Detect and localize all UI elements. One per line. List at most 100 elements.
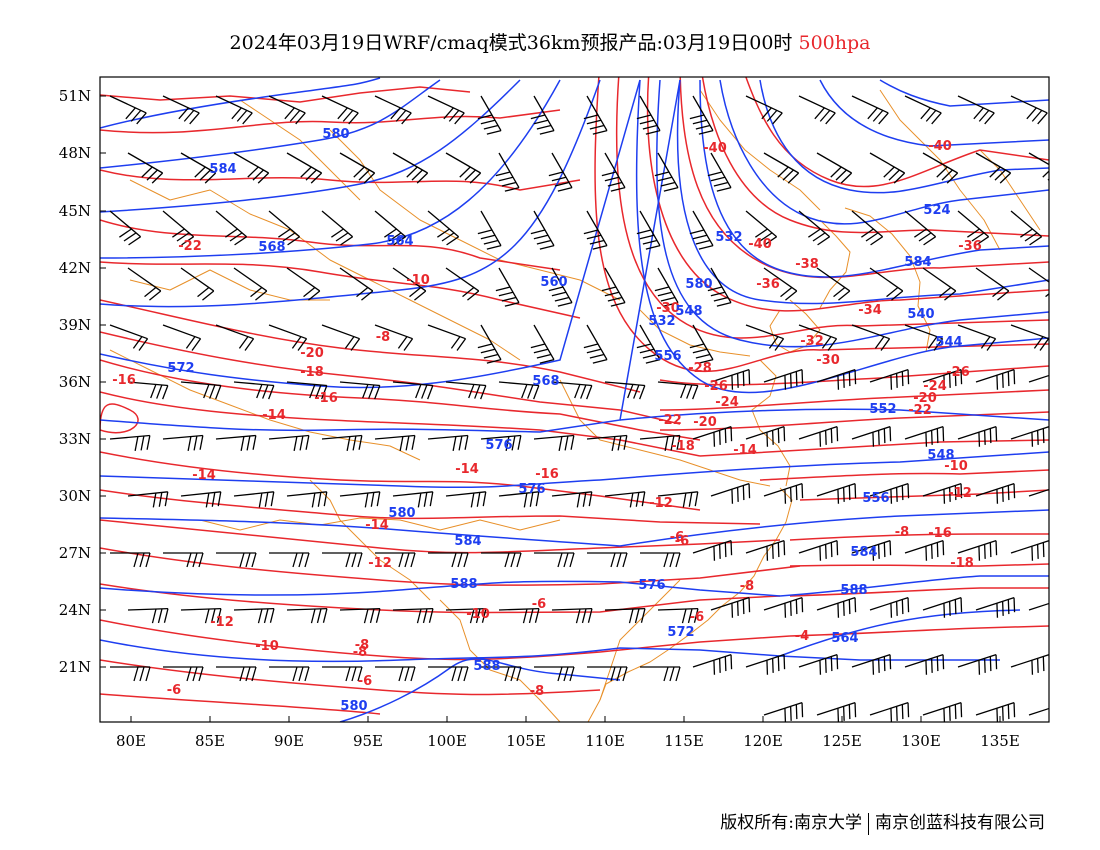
wind-barb bbox=[851, 210, 884, 246]
lat-label: 30N bbox=[58, 487, 91, 505]
axis-ticks bbox=[100, 95, 1001, 722]
coastline-layer bbox=[109, 89, 1041, 722]
temperature-label: -18 bbox=[300, 365, 324, 380]
wind-barb bbox=[692, 540, 733, 561]
wind-barb bbox=[689, 95, 714, 135]
temperature-label: -12 bbox=[649, 496, 673, 511]
temperature-label: -8 bbox=[740, 579, 754, 594]
wind-barb bbox=[604, 491, 646, 508]
temperature-label: -28 bbox=[688, 361, 712, 376]
wind-barb bbox=[339, 381, 381, 400]
wind-barb bbox=[268, 210, 301, 246]
wind-barb bbox=[957, 210, 990, 246]
height-label: 572 bbox=[167, 361, 194, 376]
wind-barb bbox=[375, 666, 416, 682]
lat-label: 21N bbox=[58, 658, 91, 676]
wind-barb bbox=[904, 210, 937, 246]
height-contour bbox=[779, 575, 1049, 597]
wind-barb-layer bbox=[109, 95, 1049, 722]
wind-barb bbox=[392, 267, 427, 301]
wind-barb bbox=[689, 324, 714, 364]
temperature-label: -32 bbox=[800, 334, 824, 349]
height-label: 572 bbox=[667, 625, 694, 640]
temperature-contour bbox=[679, 77, 1049, 279]
temperature-label: -26 bbox=[946, 365, 970, 380]
height-label: 560 bbox=[540, 275, 567, 290]
wind-barb bbox=[215, 210, 248, 246]
temperature-label: -38 bbox=[795, 257, 819, 272]
wind-barb bbox=[601, 267, 626, 307]
wind-barb bbox=[763, 702, 804, 722]
height-contour bbox=[100, 475, 601, 489]
height-label: 576 bbox=[638, 578, 665, 593]
wind-barb bbox=[163, 666, 204, 682]
wind-barb bbox=[1028, 374, 1049, 383]
temperature-contour bbox=[100, 451, 701, 511]
height-label: 576 bbox=[518, 482, 545, 497]
height-contour bbox=[619, 408, 1049, 421]
height-contour bbox=[635, 79, 1049, 394]
chart-title: 2024年03月19日WRF/cmaq模式36km预报产品:03月19日00时 … bbox=[0, 28, 1100, 55]
lon-label: 105E bbox=[506, 732, 546, 750]
wind-barb bbox=[215, 95, 253, 125]
coastline bbox=[109, 349, 421, 461]
coastline bbox=[199, 517, 561, 531]
wind-barb bbox=[268, 324, 308, 351]
temperature-label: -30 bbox=[656, 301, 680, 316]
wind-barb bbox=[763, 483, 804, 504]
temperature-contour bbox=[100, 519, 781, 554]
coastline bbox=[587, 487, 793, 722]
temperature-contour bbox=[789, 563, 1049, 567]
temperature-label: -10 bbox=[466, 607, 490, 622]
temperature-label: -22 bbox=[178, 239, 202, 254]
temperature-label: -40 bbox=[748, 237, 772, 252]
temperature-contour bbox=[789, 533, 1049, 541]
wind-barb bbox=[922, 702, 963, 722]
wind-barb bbox=[922, 483, 963, 504]
wind-barb bbox=[162, 95, 200, 125]
wind-barb bbox=[551, 491, 593, 508]
height-label: 580 bbox=[322, 127, 349, 142]
temperature-label: -24 bbox=[923, 379, 947, 394]
wind-barb bbox=[657, 491, 699, 508]
temperature-label: -8 bbox=[530, 684, 544, 699]
height-label: 584 bbox=[454, 534, 481, 549]
lat-label: 36N bbox=[58, 373, 91, 391]
wind-barb bbox=[1028, 488, 1049, 497]
height-label: 584 bbox=[209, 162, 236, 177]
wind-barb bbox=[957, 95, 995, 125]
wind-barb bbox=[110, 552, 151, 568]
temperature-label: -12 bbox=[948, 486, 972, 501]
lon-label: 85E bbox=[194, 732, 226, 750]
height-label: 580 bbox=[388, 506, 415, 521]
wind-barb bbox=[268, 95, 306, 125]
title-level: 500hpa bbox=[798, 32, 871, 54]
wind-barb bbox=[162, 210, 195, 246]
temperature-label: -20 bbox=[913, 391, 937, 406]
coastline bbox=[979, 149, 1041, 231]
wind-barb bbox=[374, 95, 412, 125]
wind-barb bbox=[904, 540, 945, 561]
wind-barb bbox=[428, 552, 469, 568]
wind-barb bbox=[816, 369, 857, 390]
temperature-label: -30 bbox=[816, 353, 840, 368]
temperature-contour bbox=[699, 439, 1049, 457]
wind-barb bbox=[109, 434, 151, 451]
wind-barb bbox=[180, 381, 222, 400]
wind-barb bbox=[233, 381, 275, 400]
wind-barb bbox=[530, 95, 555, 135]
height-contour bbox=[100, 79, 441, 169]
height-label: 540 bbox=[907, 307, 934, 322]
wind-barb bbox=[127, 607, 169, 624]
wind-barb bbox=[375, 552, 416, 568]
coastline bbox=[599, 579, 681, 701]
wind-barb bbox=[745, 95, 783, 125]
wind-barb bbox=[286, 491, 328, 508]
wind-barb bbox=[636, 210, 661, 250]
plot-frame bbox=[99, 76, 1050, 723]
wind-barb bbox=[957, 324, 997, 351]
height-contour bbox=[100, 79, 521, 213]
temperature-contour bbox=[659, 389, 1049, 411]
wind-barb bbox=[321, 434, 363, 451]
coastline bbox=[439, 599, 561, 722]
